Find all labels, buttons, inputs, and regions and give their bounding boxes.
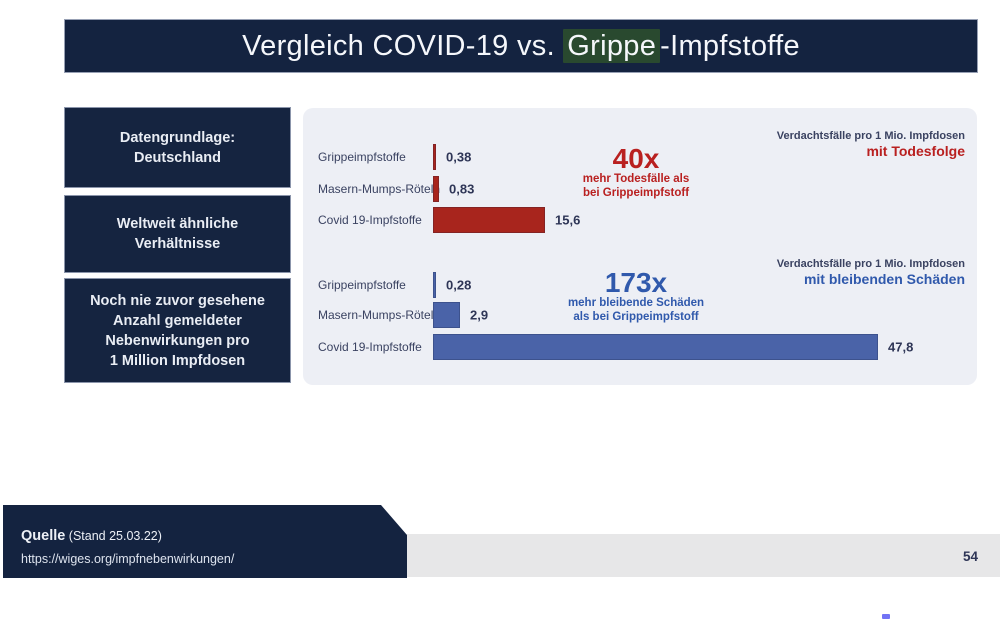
title-prefix: Vergleich COVID-19 vs. [242, 29, 564, 62]
value-label: 0,28 [446, 277, 472, 293]
chart-panel: Grippeimpfstoffe 0,38 Masern-Mumps-Rötel… [303, 108, 977, 385]
footer-strip [380, 534, 1000, 577]
bar-row: Grippeimpfstoffe 0,28 [303, 272, 977, 298]
category-label: Grippeimpfstoffe [318, 278, 406, 292]
title-highlighted-word: Grippe [563, 28, 661, 63]
bar-row: Masern-Mumps-Röteln 2,9 [303, 302, 977, 328]
sidebar-box-line: Noch nie zuvor gesehene [90, 292, 265, 309]
bar-row: Masern-Mumps-Röteln 0,83 [303, 176, 977, 202]
value-label: 2,9 [470, 307, 489, 323]
note-deaths: Verdachtsfälle pro 1 Mio. Impfdosen mit … [777, 129, 965, 161]
sidebar-box-line: 1 Million Impfdosen [109, 352, 246, 369]
bar-damage-mmr [433, 302, 460, 328]
source-label: Quelle [21, 528, 66, 544]
source-url: https://wiges.org/impfnebenwirkungen/ [21, 552, 235, 566]
category-label: Covid 19-Impfstoffe [318, 213, 422, 227]
multiplier-note-line: mehr bleibende Schäden [567, 297, 705, 310]
multiplier-value: 173x [604, 267, 668, 298]
sidebar-box-line: Datengrundlage: [119, 129, 236, 146]
sidebar-box-side-effects: Noch nie zuvor gesehene Anzahl gemeldete… [64, 278, 291, 383]
bar-damage-grippe [433, 272, 436, 298]
sidebar-box-line: Anzahl gemeldeter [113, 312, 242, 329]
note-emphasis: mit Todesfolge [866, 143, 965, 160]
source-box: Quelle (Stand 25.03.22) https://wiges.or… [3, 505, 407, 578]
multiplier-damage: 173x mehr bleibende Schäden als bei Grip… [511, 268, 761, 325]
sidebar-box-worldwide: Weltweit ähnliche Verhältnisse [64, 195, 291, 273]
bar-row: Grippeimpfstoffe 0,38 [303, 144, 977, 170]
sidebar-box-line: Weltweit ähnliche [116, 216, 239, 232]
note-emphasis: mit bleibenden Schäden [803, 271, 965, 288]
multiplier-note-line: mehr Todesfälle als [582, 173, 690, 186]
bar-deaths-grippe [433, 144, 436, 170]
bar-deaths-covid [433, 207, 545, 233]
value-label: 0,83 [449, 181, 475, 197]
value-label: 15,6 [555, 212, 581, 228]
value-label: 47,8 [888, 339, 914, 355]
category-label: Covid 19-Impfstoffe [318, 340, 422, 354]
sidebar-box-data-basis: Datengrundlage: Deutschland [64, 107, 291, 188]
artifact-speck [882, 614, 890, 619]
bar-row: Covid 19-Impfstoffe 15,6 [303, 207, 977, 233]
sidebar-box-line: Verhältnisse [134, 236, 221, 252]
bar-damage-covid [433, 334, 878, 360]
sidebar-box-line: Deutschland [133, 149, 221, 166]
bar-row: Covid 19-Impfstoffe 47,8 [303, 334, 977, 360]
title-bar: Vergleich COVID-19 vs. Grippe -Impfstoffe [64, 19, 978, 73]
page-title: Vergleich COVID-19 vs. Grippe -Impfstoffe [242, 28, 800, 63]
value-label: 0,38 [446, 149, 472, 165]
category-label: Grippeimpfstoffe [318, 150, 406, 164]
page-number: 54 [962, 549, 978, 564]
category-label: Masern-Mumps-Röteln [318, 182, 441, 196]
multiplier-note-line: als bei Grippeimpfstoff [573, 311, 699, 324]
multiplier-value: 40x [612, 143, 660, 174]
title-suffix: -Impfstoffe [660, 29, 800, 62]
source-stand: (Stand 25.03.22) [65, 529, 162, 543]
category-label: Masern-Mumps-Röteln [318, 308, 441, 322]
note-text: Verdachtsfälle pro 1 Mio. Impfdosen [776, 258, 965, 270]
note-text: Verdachtsfälle pro 1 Mio. Impfdosen [776, 130, 965, 142]
multiplier-deaths: 40x mehr Todesfälle als bei Grippeimpfst… [511, 144, 761, 201]
multiplier-note-line: bei Grippeimpfstoff [582, 187, 690, 200]
bar-deaths-mmr [433, 176, 439, 202]
note-damage: Verdachtsfälle pro 1 Mio. Impfdosen mit … [777, 257, 965, 289]
source-line: Quelle (Stand 25.03.22) [21, 527, 162, 545]
sidebar-box-line: Nebenwirkungen pro [105, 332, 250, 349]
